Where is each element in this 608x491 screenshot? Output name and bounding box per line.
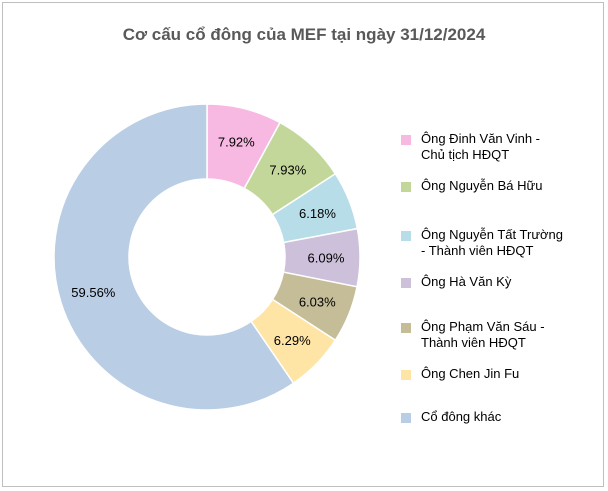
- legend-label: Ông Phạm Văn Sáu - Thành viên HĐQT: [421, 319, 545, 350]
- slice-data-label: 7.93%: [269, 163, 306, 178]
- chart-title: Cơ cấu cổ đông của MEF tại ngày 31/12/20…: [122, 25, 486, 44]
- slice-data-label: 7.92%: [218, 135, 255, 150]
- slice-data-label: 6.29%: [274, 333, 311, 348]
- legend-label: Ông Hà Văn Kỳ: [421, 274, 512, 289]
- slice-data-label: 6.03%: [299, 295, 336, 310]
- slice-data-label: 6.09%: [308, 251, 345, 266]
- chart-area: Cơ cấu cổ đông của MEF tại ngày 31/12/20…: [2, 2, 604, 487]
- slice-data-label: 6.18%: [299, 206, 336, 221]
- legend-swatch: [401, 370, 411, 380]
- legend-swatch: [401, 231, 411, 241]
- legend-label: Ông Nguyễn Tất Trường - Thành viên HĐQT: [421, 227, 564, 258]
- legend-label: Ông Nguyễn Bá Hữu: [421, 178, 543, 193]
- legend-swatch: [401, 278, 411, 288]
- legend-swatch: [401, 135, 411, 145]
- donut-chart: 7.92% 7.93% 6.18% 6.09% 6.03% 6.29% 59.56%: [53, 103, 361, 411]
- pie-slice: [53, 103, 295, 411]
- legend-label: Ông Đinh Văn Vinh - Chủ tịch HĐQT: [421, 131, 540, 162]
- legend-swatch: [401, 413, 411, 423]
- slice-data-label: 59.56%: [71, 285, 116, 300]
- legend-label: Cổ đông khác: [421, 409, 502, 424]
- legend-swatch: [401, 182, 411, 192]
- legend-swatch: [401, 323, 411, 333]
- legend-label: Ông Chen Jin Fu: [421, 366, 520, 381]
